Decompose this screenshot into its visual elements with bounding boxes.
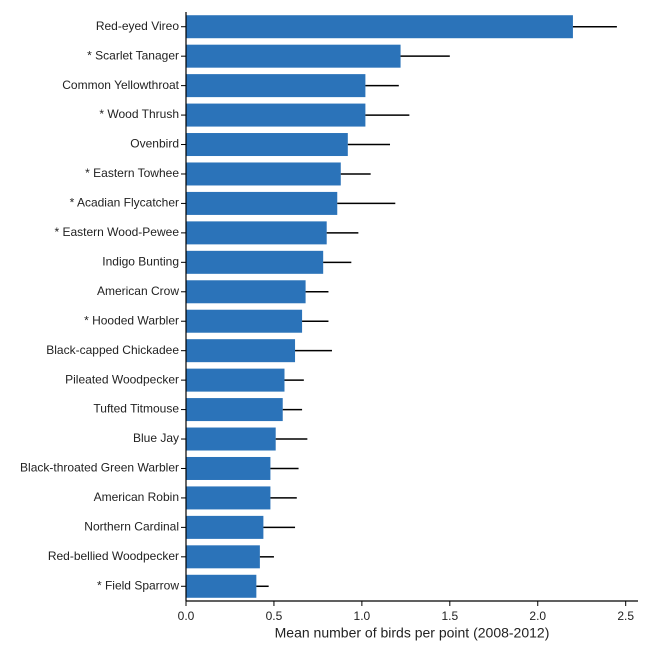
y-tick-label: Pileated Woodpecker [65,372,179,386]
bar [186,309,303,333]
bar [186,339,296,363]
y-tick-label: * Eastern Towhee [85,166,179,180]
x-tick-label: 0.5 [266,609,283,623]
bar [186,280,306,304]
bar [186,486,271,510]
y-tick-label: Common Yellowthroat [62,78,179,92]
y-tick-label: Northern Cardinal [84,520,179,534]
y-tick-label: Ovenbird [130,137,179,151]
x-axis-label: Mean number of birds per point (2008-201… [275,625,550,641]
y-tick-label: Red-eyed Vireo [96,19,179,33]
y-tick-label: Black-capped Chickadee [46,343,179,357]
y-tick-label: * Scarlet Tanager [87,48,179,62]
y-tick-label: Blue Jay [133,431,179,445]
bar [186,103,366,127]
y-tick-label: American Robin [94,490,179,504]
bar [186,456,271,480]
x-tick-label: 0.0 [178,609,195,623]
bar [186,398,283,422]
y-tick-label: * Acadian Flycatcher [70,196,179,210]
bar [186,221,327,245]
y-tick-label: * Field Sparrow [97,578,179,592]
x-tick-label: 1.0 [354,609,371,623]
bar [186,545,260,569]
y-tick-label: American Crow [97,284,179,298]
bar [186,44,401,68]
y-tick-label: * Eastern Wood-Pewee [54,225,179,239]
bar [186,162,341,186]
bar [186,133,348,157]
y-tick-label: * Hooded Warbler [84,313,179,327]
bar [186,250,324,274]
bar [186,74,366,98]
bar [186,515,264,539]
bar [186,368,285,392]
y-tick-label: Tufted Titmouse [93,402,179,416]
bar [186,191,338,215]
x-tick-label: 1.5 [441,609,458,623]
y-tick-label: Black-throated Green Warbler [20,461,179,475]
y-tick-label: Red-bellied Woodpecker [48,549,179,563]
bar [186,574,257,598]
y-tick-label: * Wood Thrush [99,107,179,121]
y-tick-label: Indigo Bunting [102,254,179,268]
x-tick-label: 2.0 [529,609,546,623]
bar [186,427,276,451]
bar [186,15,573,39]
x-tick-label: 2.5 [617,609,634,623]
